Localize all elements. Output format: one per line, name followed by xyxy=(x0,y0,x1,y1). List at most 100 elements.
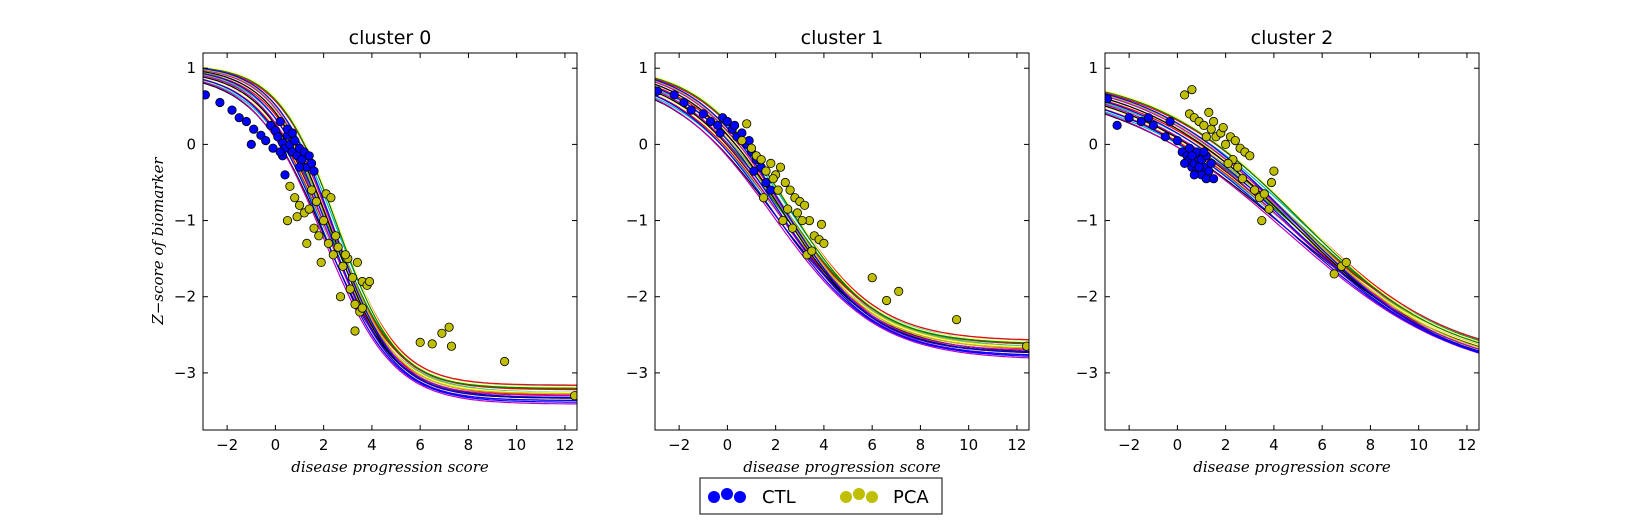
x-tick-label: 4 xyxy=(1269,436,1279,454)
legend-marker xyxy=(708,491,720,503)
legend-marker xyxy=(734,491,746,503)
fitted-curve xyxy=(203,81,577,405)
y-tick-label: 0 xyxy=(186,135,196,153)
data-point-pca xyxy=(328,250,338,260)
data-point-pca xyxy=(415,337,425,347)
data-point-pca xyxy=(778,216,788,226)
x-tick-label: 2 xyxy=(771,436,781,454)
data-point-ctl xyxy=(761,177,771,188)
data-point-ctl xyxy=(1165,116,1175,127)
data-point-pca xyxy=(357,303,367,313)
data-point-pca xyxy=(1233,162,1243,172)
data-point-pca xyxy=(746,143,757,153)
data-point-pca xyxy=(437,328,447,338)
data-point-ctl xyxy=(1206,158,1216,168)
x-axis-label: disease progression score xyxy=(1193,458,1391,476)
fitted-curve xyxy=(1105,90,1479,343)
data-point-pca xyxy=(799,200,810,210)
data-point-ctl xyxy=(309,166,319,176)
x-tick-label: 4 xyxy=(819,436,829,454)
data-point-pca xyxy=(1329,269,1339,279)
x-tick-label: 10 xyxy=(1409,436,1428,454)
x-tick-label: 4 xyxy=(367,436,377,454)
fitted-curve xyxy=(1105,101,1479,354)
fitted-curve xyxy=(1105,91,1479,344)
fitted-curve xyxy=(203,66,577,389)
data-point-pca xyxy=(364,276,375,287)
data-point-ctl xyxy=(287,128,297,138)
y-axis-label: Z−score of biomarker xyxy=(149,157,167,326)
fitted-curve xyxy=(1105,113,1479,348)
data-point-pca xyxy=(773,185,783,195)
y-tick-label: 0 xyxy=(1088,135,1098,153)
data-point-pca xyxy=(1221,139,1231,149)
x-tick-label: −2 xyxy=(668,436,690,454)
data-point-pca xyxy=(797,216,807,226)
data-point-pca xyxy=(1257,216,1267,226)
plot-frame xyxy=(654,52,1030,431)
data-point-ctl xyxy=(686,105,696,115)
fitted-curve xyxy=(203,78,577,403)
data-point-ctl xyxy=(1143,113,1154,123)
y-tick-label: −2 xyxy=(174,288,196,306)
data-point-pca xyxy=(335,292,346,302)
fitted-curve xyxy=(655,78,1029,341)
fitted-curve xyxy=(1105,103,1479,353)
data-points xyxy=(1105,85,1351,279)
data-point-pca xyxy=(1269,166,1279,176)
data-point-ctl xyxy=(241,116,251,127)
data-point-pca xyxy=(787,223,798,233)
data-point-pca xyxy=(333,242,343,252)
legend-label: CTL xyxy=(762,487,796,508)
x-tick-label: 6 xyxy=(867,436,877,454)
fitted-curve xyxy=(203,66,577,388)
data-point-pca xyxy=(1022,341,1029,351)
data-point-ctl xyxy=(1160,132,1170,142)
y-tick-label: 0 xyxy=(638,135,648,153)
data-point-pca xyxy=(1259,189,1269,199)
data-point-ctl xyxy=(306,158,317,168)
fitted-curve xyxy=(655,94,1029,357)
data-point-pca xyxy=(350,299,360,309)
x-tick-label: 8 xyxy=(464,436,474,454)
data-point-pca xyxy=(427,339,437,349)
data-point-ctl xyxy=(1209,174,1219,184)
legend-entry-ctl: CTL xyxy=(708,487,796,508)
fitted-curve xyxy=(1105,92,1479,340)
data-point-ctl xyxy=(722,116,733,127)
data-point-ctl xyxy=(1105,94,1112,104)
x-tick-label: 12 xyxy=(1457,436,1476,454)
data-point-pca xyxy=(768,174,778,184)
data-point-pca xyxy=(314,231,324,241)
data-point-pca xyxy=(326,193,336,203)
data-point-pca xyxy=(1341,257,1351,267)
x-tick-label: 8 xyxy=(916,436,926,454)
data-point-pca xyxy=(816,219,827,229)
fitted-curve xyxy=(655,99,1029,353)
data-point-pca xyxy=(318,216,329,226)
data-point-pca xyxy=(282,216,293,226)
x-axis-label: disease progression score xyxy=(743,458,941,476)
data-point-pca xyxy=(1199,120,1209,131)
data-point-ctl xyxy=(280,170,290,180)
data-point-pca xyxy=(881,295,892,306)
data-point-pca xyxy=(1266,177,1277,188)
data-point-pca xyxy=(867,273,877,283)
data-point-ctl xyxy=(1189,170,1199,180)
data-point-pca xyxy=(331,231,341,241)
fitted-curve xyxy=(655,79,1029,353)
x-tick-label: 0 xyxy=(271,436,281,454)
legend-entry-pca: PCA xyxy=(840,487,929,508)
y-tick-label: −3 xyxy=(174,364,196,382)
x-tick-label: 6 xyxy=(1317,436,1327,454)
data-point-pca xyxy=(444,322,454,332)
data-point-ctl xyxy=(1112,120,1122,131)
data-point-ctl xyxy=(713,120,723,131)
data-point-pca xyxy=(780,177,790,188)
fitted-curve xyxy=(203,79,577,394)
fitted-curve xyxy=(203,73,577,391)
data-point-ctl xyxy=(1204,166,1214,176)
